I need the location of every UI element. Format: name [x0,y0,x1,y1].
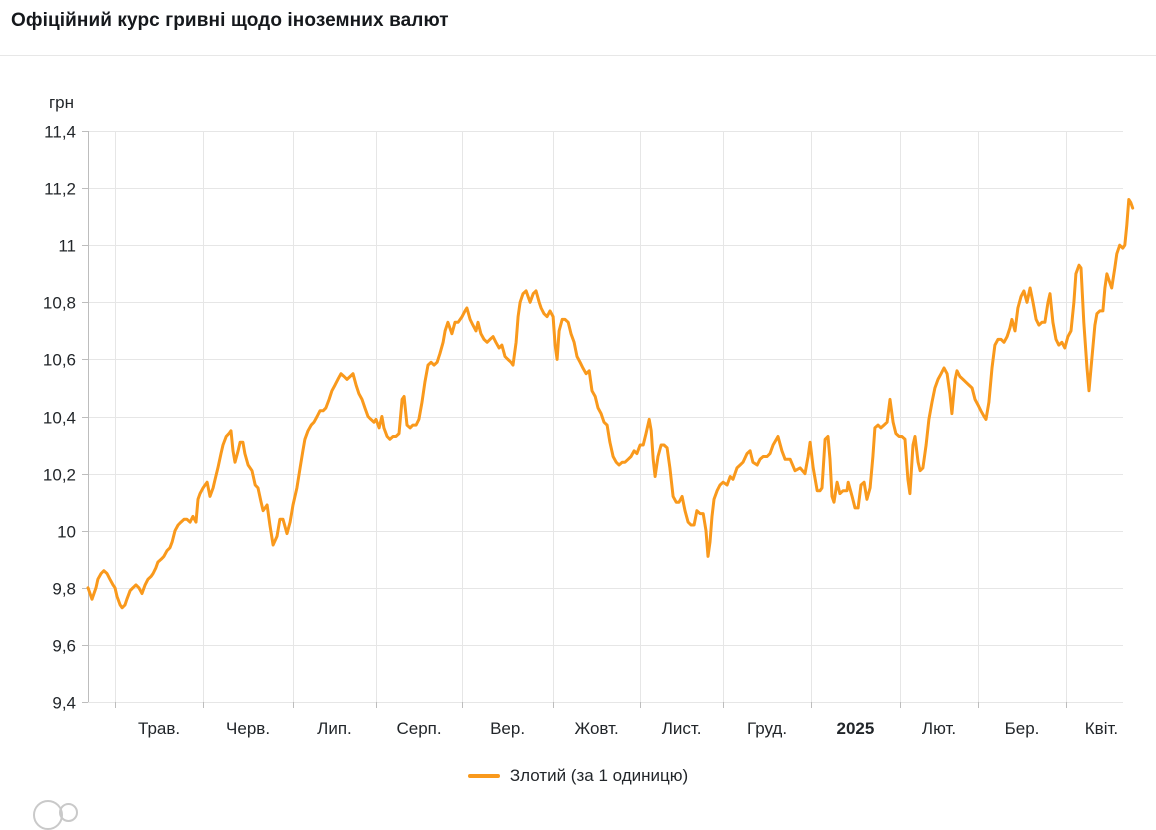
x-axis-label: Лип. [317,719,352,738]
y-axis-label: 10 [57,523,76,542]
x-axis-label: Груд. [747,719,787,738]
y-axis-label: 10,4 [43,409,76,428]
title-divider [0,55,1156,56]
y-axis-label: 10,8 [43,294,76,313]
legend: Злотий (за 1 одиницю) [0,762,1156,790]
page-title: Офіційний курс гривні щодо іноземних вал… [11,10,449,31]
legend-label: Злотий (за 1 одиницю) [509,766,689,785]
x-axis-label: Трав. [138,719,180,738]
legend-item-zloty[interactable]: Злотий (за 1 одиницю) [467,766,689,786]
x-axis-label: Жовт. [574,719,618,738]
x-axis-label: 2025 [837,719,875,738]
x-axis-label: Черв. [226,719,270,738]
zloty-rate-line-chart: 9,4 9,6 9,8 10 10,2 10,4 10,6 10,8 11 11,2 11,4 Тра… [43,123,1135,738]
series-line-zloty [86,198,1135,610]
legend-line-swatch [467,774,500,778]
y-axis-label: 11 [58,237,76,256]
y-axis-label: 9,6 [52,637,76,656]
x-axis-label: Лют. [922,719,956,738]
y-axis-label: 11,4 [44,123,76,142]
x-axis-label: Серп. [396,719,441,738]
y-axis-label: 9,4 [52,694,76,713]
y-axis-label: 9,8 [52,580,76,599]
x-axis-label: Лист. [662,719,702,738]
y-axis-label: 10,6 [43,351,76,370]
y-axis-label: 10,2 [43,466,76,485]
y-axis-unit-label: грн [48,93,74,112]
x-axis-label: Бер. [1005,719,1040,738]
y-axis-label: 11,2 [44,180,76,199]
x-axis-label: Квіт. [1085,719,1118,738]
x-axis-label: Вер. [490,719,525,738]
